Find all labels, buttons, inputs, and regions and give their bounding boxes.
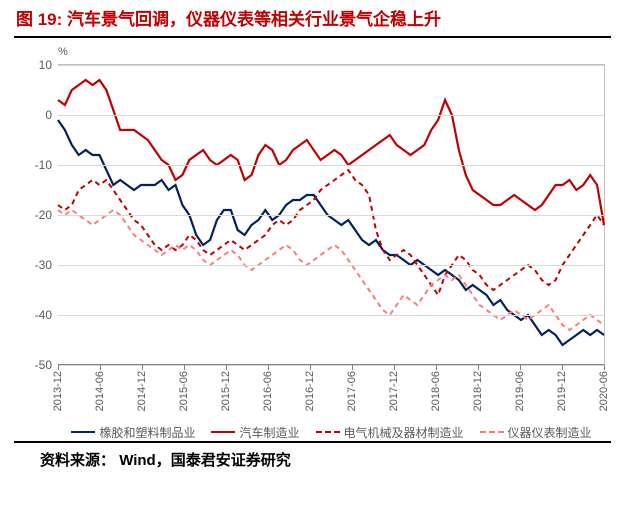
figure-title-text: 汽车景气回调，仪器仪表等相关行业景气企稳上升 [67, 10, 441, 29]
grid-line [58, 65, 604, 66]
legend-label: 橡胶和塑料制品业 [99, 424, 195, 441]
legend-label: 汽车制造业 [239, 424, 299, 441]
legend-label: 电气机械及器材制造业 [344, 424, 464, 441]
x-tick [562, 365, 563, 370]
x-tick [100, 365, 101, 370]
x-tick [58, 365, 59, 370]
legend-swatch [71, 431, 95, 433]
figure-container: 图 19: 汽车景气回调，仪器仪表等相关行业景气企稳上升 % -50-40-30… [0, 0, 625, 528]
x-tick-label: 2017-12 [388, 371, 400, 411]
y-tick-label: -50 [35, 358, 52, 372]
x-tick-label: 2015-06 [178, 371, 190, 411]
x-tick [142, 365, 143, 370]
legend-swatch [316, 431, 340, 433]
grid-line [58, 365, 604, 366]
x-tick-label: 2017-06 [346, 371, 358, 411]
x-tick-label: 2013-12 [52, 371, 64, 411]
y-tick-label: -40 [35, 308, 52, 322]
legend-item: 电气机械及器材制造业 [316, 424, 464, 441]
grid-line [58, 315, 604, 316]
y-tick-label: -30 [35, 258, 52, 272]
legend-item: 橡胶和塑料制品业 [71, 424, 195, 441]
y-tick-label: 10 [39, 58, 52, 72]
title-divider [14, 36, 611, 38]
plot-region: -50-40-30-20-100102013-122014-062014-122… [58, 64, 605, 365]
x-tick [310, 365, 311, 370]
grid-line [58, 215, 604, 216]
x-tick-label: 2019-12 [556, 371, 568, 411]
x-tick [184, 365, 185, 370]
source-line: 资料来源： Wind，国泰君安证券研究 [0, 443, 625, 476]
x-tick [604, 365, 605, 370]
legend-swatch [480, 431, 504, 433]
legend-item: 汽车制造业 [211, 424, 299, 441]
x-tick-label: 2014-12 [136, 371, 148, 411]
grid-line [58, 265, 604, 266]
x-tick [226, 365, 227, 370]
figure-number: 图 19: [16, 10, 62, 29]
x-tick [436, 365, 437, 370]
y-tick-label: -10 [35, 158, 52, 172]
x-tick-label: 2020-06 [598, 371, 610, 411]
series-line [58, 170, 604, 295]
x-tick-label: 2014-06 [94, 371, 106, 411]
x-tick-label: 2018-06 [430, 371, 442, 411]
x-tick-label: 2018-12 [472, 371, 484, 411]
x-tick [268, 365, 269, 370]
x-tick [520, 365, 521, 370]
legend-swatch [211, 431, 235, 433]
source-text: Wind，国泰君安证券研究 [119, 452, 291, 469]
y-axis-unit: % [58, 46, 68, 58]
x-tick [394, 365, 395, 370]
x-tick [478, 365, 479, 370]
y-tick-label: 0 [45, 108, 52, 122]
legend-item: 仪器仪表制造业 [480, 424, 592, 441]
figure-title: 图 19: 汽车景气回调，仪器仪表等相关行业景气企稳上升 [0, 0, 625, 36]
legend: 橡胶和塑料制品业 汽车制造业 电气机械及器材制造业 仪器仪表制造业 [58, 424, 605, 441]
grid-line [58, 165, 604, 166]
chart-area: % -50-40-30-20-100102013-122014-062014-1… [14, 46, 611, 441]
x-tick [352, 365, 353, 370]
x-tick-label: 2015-12 [220, 371, 232, 411]
grid-line [58, 115, 604, 116]
legend-label: 仪器仪表制造业 [508, 424, 592, 441]
series-line [58, 80, 604, 225]
source-label: 资料来源： [40, 452, 115, 469]
x-tick-label: 2019-06 [514, 371, 526, 411]
x-tick-label: 2016-06 [262, 371, 274, 411]
y-tick-label: -20 [35, 208, 52, 222]
x-tick-label: 2016-12 [304, 371, 316, 411]
